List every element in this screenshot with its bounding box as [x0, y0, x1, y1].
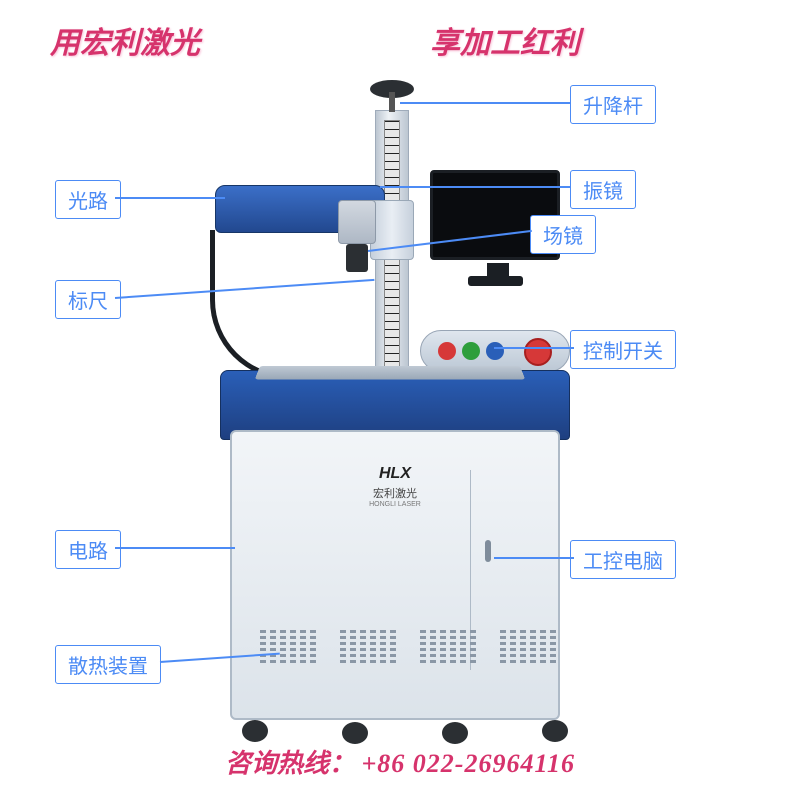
monitor-base — [468, 276, 523, 286]
slogan-left: 用宏利激光 — [50, 18, 200, 62]
vent — [420, 630, 476, 663]
control-btn-green — [462, 342, 480, 360]
vent — [500, 630, 556, 663]
label-circuit: 电路 — [55, 530, 121, 569]
machine-illustration: HLX 宏利激光 HONGLI LASER — [170, 70, 630, 720]
vent — [340, 630, 396, 663]
hotline-label: 咨询热线： — [225, 749, 355, 778]
leader-industrial-pc — [494, 557, 574, 559]
work-plate — [255, 366, 525, 379]
slogan-right: 享加工红利 — [430, 18, 580, 62]
label-control-switch: 控制开关 — [570, 330, 676, 369]
logo-line3: HONGLI LASER — [355, 501, 435, 508]
leader-control-switch — [494, 347, 574, 349]
fiber-cable — [210, 230, 330, 380]
vent — [260, 630, 316, 663]
caster-1 — [242, 720, 268, 742]
head-mount — [370, 200, 414, 260]
handwheel-stem — [389, 92, 395, 112]
logo-line2: 宏利激光 — [355, 485, 435, 501]
label-galvo: 振镜 — [570, 170, 636, 209]
leader-galvo — [380, 186, 570, 188]
label-optical-path: 光路 — [55, 180, 121, 219]
label-cooling-device: 散热装置 — [55, 645, 161, 684]
label-industrial-pc: 工控电脑 — [570, 540, 676, 579]
leader-optical-path — [115, 197, 225, 199]
label-lifting-rod: 升降杆 — [570, 85, 656, 124]
hotline: 咨询热线： +86 022-26964116 — [0, 743, 800, 780]
logo: HLX 宏利激光 HONGLI LASER — [355, 465, 435, 515]
label-scale-ruler: 标尺 — [55, 280, 121, 319]
caster-3 — [442, 722, 468, 744]
caster-2 — [342, 722, 368, 744]
door-handle — [485, 540, 491, 562]
caster-4 — [542, 720, 568, 742]
label-field-lens: 场镜 — [530, 215, 596, 254]
leader-circuit — [115, 547, 235, 549]
control-btn-blue — [486, 342, 504, 360]
hotline-number: +86 022-26964116 — [361, 749, 575, 778]
control-btn-estop — [524, 338, 552, 366]
logo-line1: HLX — [355, 465, 435, 483]
control-btn-red — [438, 342, 456, 360]
field-lens — [346, 244, 368, 272]
galvo-scanner — [338, 200, 376, 244]
leader-lifting-rod — [400, 102, 570, 104]
